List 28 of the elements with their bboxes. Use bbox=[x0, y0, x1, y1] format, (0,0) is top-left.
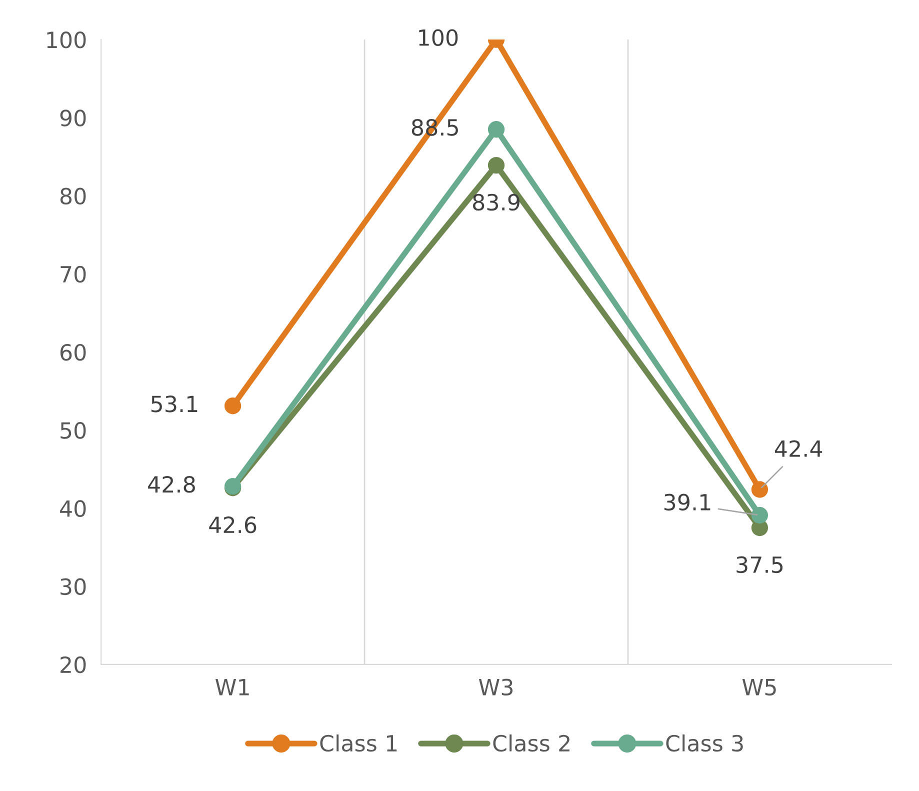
x-tick-label: W1 bbox=[215, 679, 249, 696]
point bbox=[488, 121, 505, 138]
y-tick-label: 20 bbox=[60, 656, 86, 674]
point bbox=[488, 156, 505, 174]
y-tick-label: 50 bbox=[60, 422, 86, 439]
legend-label: Class 1 bbox=[320, 734, 397, 752]
point bbox=[751, 506, 768, 524]
y-tick-label: 40 bbox=[60, 500, 86, 517]
data-label: 83.9 bbox=[473, 194, 520, 211]
data-label: 42.4 bbox=[774, 440, 822, 457]
y-tick-label: 100 bbox=[47, 32, 86, 48]
legend-label: Class 3 bbox=[666, 734, 743, 752]
legend-label: Class 2 bbox=[493, 734, 570, 752]
data-label: 53.1 bbox=[151, 396, 198, 412]
data-label: 39.1 bbox=[664, 494, 710, 511]
y-tick-label: 30 bbox=[60, 578, 86, 596]
data-label: 37.5 bbox=[736, 556, 783, 574]
point bbox=[224, 398, 242, 414]
x-tick-label: W3 bbox=[478, 678, 513, 696]
data-label: 42.6 bbox=[209, 516, 256, 534]
x-tick-label: W5 bbox=[742, 679, 776, 696]
y-tick-label: 90 bbox=[60, 110, 86, 126]
data-label: 100 bbox=[419, 29, 458, 46]
y-tick-label: 60 bbox=[60, 344, 86, 361]
y-tick-label: 80 bbox=[60, 188, 86, 205]
y-tick-label: 70 bbox=[60, 266, 86, 283]
point bbox=[751, 481, 768, 498]
data-label: 42.8 bbox=[148, 476, 195, 493]
